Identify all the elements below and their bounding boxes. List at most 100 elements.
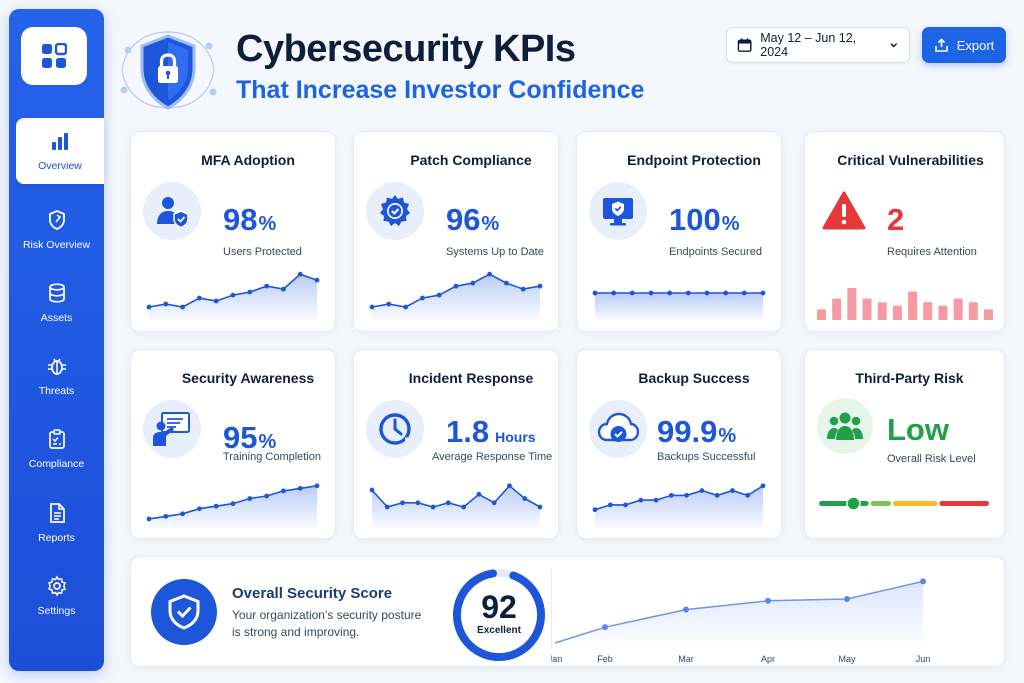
score-trend-point: [602, 624, 608, 631]
gauge-progress: [453, 569, 545, 661]
score-title: Overall Security Score: [232, 585, 393, 602]
trend-point: [180, 511, 185, 517]
kpi-unit: %: [258, 213, 277, 235]
sidebar: Overview Risk Overview Assets Threats Co…: [9, 9, 104, 671]
kpi-title: Security Awareness: [181, 370, 315, 386]
kpi-number: 100: [669, 202, 721, 237]
vulnerability-bar: [862, 298, 872, 320]
shield-icon: [48, 210, 65, 230]
kpi-card-backup-success[interactable]: Backup Success 99.9% Backups Successful: [576, 349, 782, 539]
trend-point: [230, 501, 236, 507]
trend-point: [445, 500, 451, 506]
overall-security-score-panel[interactable]: Overall Security Score Your organization…: [130, 556, 1005, 667]
kpi-number: Low: [887, 412, 949, 447]
sidebar-item-risk-overview[interactable]: Risk Overview: [9, 197, 104, 263]
trend-point: [403, 304, 408, 310]
kpi-unit: Hours: [495, 429, 536, 445]
kpi-number: 99.9: [657, 414, 718, 449]
kpi-card-mfa-adoption[interactable]: MFA Adoption 98% Users Protected: [130, 131, 336, 332]
date-range-picker[interactable]: May 12 – Jun 12, 2024: [726, 27, 910, 63]
trend-area: [149, 485, 317, 528]
gear-icon: [47, 575, 66, 597]
risk-indicator: [846, 496, 861, 511]
trend-point: [611, 290, 617, 296]
date-range-value: May 12 – Jun 12, 2024: [760, 31, 857, 59]
trend-point: [369, 487, 375, 493]
score-trend-point: [683, 606, 689, 613]
kpi-caption: Backups Successful: [657, 451, 756, 463]
trend-point: [607, 502, 613, 508]
trend-point: [420, 295, 425, 301]
sidebar-item-settings[interactable]: Settings: [9, 563, 104, 629]
vulnerability-bar: [847, 288, 857, 320]
score-description: Your organization's security posture is …: [232, 608, 422, 639]
kpi-unit: %: [721, 213, 740, 235]
score-trend-area: [555, 581, 923, 643]
trend-point: [297, 271, 303, 277]
trend-line: [371, 484, 541, 508]
vulnerability-bar: [817, 309, 826, 320]
kpi-card-incident-response[interactable]: Incident Response 1.8 Hours Average Respo…: [353, 349, 559, 539]
trend-point: [264, 493, 269, 499]
kpi-title: Endpoint Protection: [627, 152, 761, 168]
training-icon: [143, 400, 201, 458]
kpi-title: MFA Adoption: [201, 152, 295, 168]
kpi-number: 95: [223, 420, 258, 455]
warning-icon: [819, 188, 869, 234]
risk-segment: [939, 501, 989, 506]
kpi-card-security-awareness[interactable]: Security Awareness 95% Training Completi…: [130, 349, 336, 539]
score-trend-line: [554, 580, 924, 644]
trend-point: [653, 497, 659, 503]
kpi-value: 2: [887, 202, 904, 238]
trend-point: [537, 504, 543, 510]
score-trend-point: [765, 597, 771, 604]
trend-point: [197, 506, 202, 512]
score-trend-point: [920, 578, 926, 585]
kpi-card-third-party-risk[interactable]: Third-Party Risk Low Overall Risk Level: [804, 349, 1005, 539]
vulnerability-bar: [953, 298, 963, 320]
trend-point: [400, 500, 405, 506]
month-label: Jun: [916, 654, 931, 664]
app-logo[interactable]: [21, 27, 87, 85]
score-trend-point: [844, 596, 850, 602]
trend-area: [595, 293, 763, 320]
trend-point: [146, 304, 152, 310]
kpi-caption: Average Response Time: [432, 451, 553, 463]
kpi-title: Backup Success: [638, 370, 750, 386]
month-label: Mar: [678, 654, 694, 664]
trend-point: [230, 292, 236, 298]
trend-point: [247, 496, 253, 501]
kpi-card-critical-vulnerabilities[interactable]: Critical Vulnerabilities 2 Requires Atte…: [804, 131, 1005, 332]
trend-line: [594, 485, 764, 511]
monitor-shield-icon: [589, 182, 647, 240]
kpi-card-patch-compliance[interactable]: Patch Compliance 96% Systems Up to Date: [353, 131, 559, 332]
sidebar-item-compliance[interactable]: Compliance: [9, 416, 104, 482]
kpi-caption: Requires Attention: [887, 246, 977, 258]
kpi-value: 99.9%: [657, 414, 736, 450]
trend-point: [648, 290, 654, 296]
vulnerability-bar: [984, 309, 993, 320]
trend-point: [685, 290, 691, 296]
kpi-title: Critical Vulnerabilities: [837, 152, 984, 168]
sidebar-item-assets[interactable]: Assets: [9, 270, 104, 336]
kpi-title: Incident Response: [408, 370, 534, 386]
users-icon: [817, 398, 873, 454]
sidebar-item-overview[interactable]: Overview: [16, 118, 104, 184]
sidebar-item-threats[interactable]: Threats: [9, 343, 104, 409]
trend-point: [714, 492, 720, 498]
kpi-number: 2: [887, 202, 905, 237]
trend-point: [281, 488, 286, 494]
trend-point: [213, 503, 219, 509]
trend-point: [264, 283, 269, 289]
page-title: Cybersecurity KPIs: [236, 28, 576, 70]
sidebar-item-reports[interactable]: Reports: [9, 490, 104, 556]
sidebar-item-label: Compliance: [28, 458, 85, 470]
month-label: May: [838, 654, 856, 664]
kpi-card-endpoint-protection[interactable]: Endpoint Protection 100% Endpoints Secur…: [576, 131, 782, 332]
vulnerability-bar: [832, 298, 842, 320]
vulnerability-bar-chart: [817, 288, 993, 320]
trend-point: [213, 298, 219, 304]
clipboard-check-icon: [48, 429, 65, 449]
vulnerability-bar: [938, 305, 948, 320]
export-button[interactable]: Export: [922, 27, 1006, 63]
